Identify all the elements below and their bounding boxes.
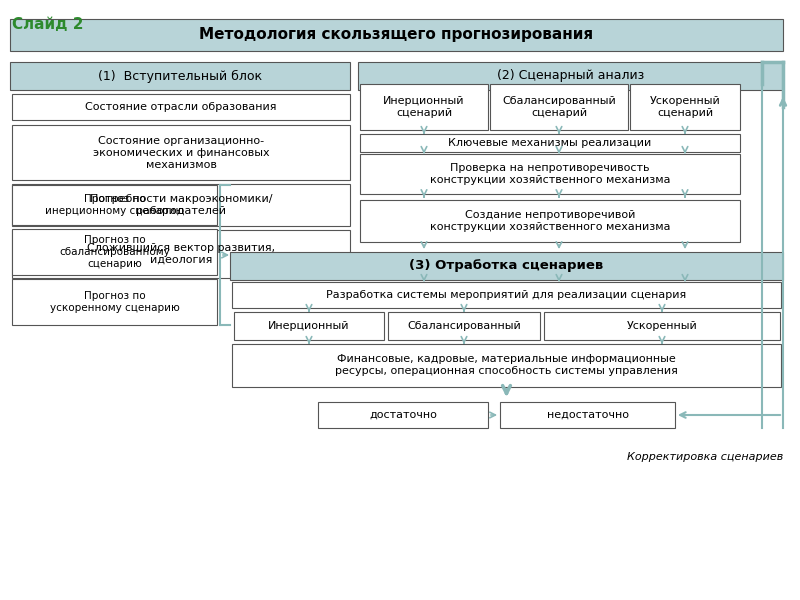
Text: Финансовые, кадровые, материальные информационные
ресурсы, операционная способно: Финансовые, кадровые, материальные инфор… [335, 355, 678, 377]
Bar [232, 282, 781, 308]
Text: Создание непротиворечивой
конструкции хозяйственного механизма: Создание непротиворечивой конструкции хо… [430, 210, 670, 232]
Text: Корректировка сценариев: Корректировка сценариев [626, 452, 783, 462]
Text: Ключевые механизмы реализации: Ключевые механизмы реализации [448, 138, 652, 148]
Bar [12, 229, 217, 275]
Text: Инерционный
сценарий: Инерционный сценарий [383, 96, 465, 118]
Text: Потребности макроэкономики/
работодателей: Потребности макроэкономики/ работодателе… [90, 194, 272, 216]
Text: Слайд 2: Слайд 2 [12, 17, 83, 32]
Bar [358, 62, 783, 90]
Bar [500, 402, 675, 428]
Text: Ускоренный
сценарий: Ускоренный сценарий [650, 96, 720, 118]
Text: Прогноз по
ускоренному сценарию: Прогноз по ускоренному сценарию [50, 291, 179, 313]
Bar [10, 19, 783, 51]
Bar [12, 94, 350, 120]
Bar [630, 84, 740, 130]
Text: Сбалансированный: Сбалансированный [407, 321, 521, 331]
Bar [12, 125, 350, 180]
Text: недостаточно: недостаточно [546, 410, 629, 420]
Text: Прогноз по
инерционному сценарию: Прогноз по инерционному сценарию [45, 194, 184, 216]
Text: Сбалансированный
сценарий: Сбалансированный сценарий [502, 96, 616, 118]
Bar [544, 312, 780, 340]
Text: Ускоренный: Ускоренный [626, 321, 698, 331]
Text: Состояние отрасли образования: Состояние отрасли образования [86, 102, 277, 112]
Bar [12, 185, 217, 225]
Bar [12, 279, 217, 325]
Bar [230, 252, 783, 280]
Text: Проверка на непротиворечивость
конструкции хозяйственного механизма: Проверка на непротиворечивость конструкц… [430, 163, 670, 185]
Bar [12, 230, 350, 278]
Text: Прогноз по
сбалансированному
сценарию: Прогноз по сбалансированному сценарию [59, 235, 170, 269]
Text: Состояние организационно-
экономических и финансовых
механизмов: Состояние организационно- экономических … [93, 136, 270, 169]
Bar [360, 200, 740, 242]
Bar [234, 312, 384, 340]
Bar [360, 134, 740, 152]
Text: достаточно: достаточно [369, 410, 437, 420]
Bar [360, 154, 740, 194]
Bar [490, 84, 628, 130]
Bar [232, 344, 781, 387]
Text: Сложившийся вектор развития,
идеология: Сложившийся вектор развития, идеология [87, 243, 275, 265]
Bar [388, 312, 540, 340]
Bar [10, 62, 350, 90]
Text: Методология скользящего прогнозирования: Методология скользящего прогнозирования [199, 28, 594, 43]
Bar [318, 402, 488, 428]
Text: (3) Отработка сценариев: (3) Отработка сценариев [410, 259, 604, 272]
Text: Инерционный: Инерционный [268, 321, 350, 331]
Text: (2) Сценарный анализ: (2) Сценарный анализ [497, 70, 644, 82]
Text: (1)  Вступительный блок: (1) Вступительный блок [98, 70, 262, 83]
Text: Разработка системы мероприятий для реализации сценария: Разработка системы мероприятий для реали… [326, 290, 686, 300]
Bar [12, 184, 350, 226]
Bar [360, 84, 488, 130]
